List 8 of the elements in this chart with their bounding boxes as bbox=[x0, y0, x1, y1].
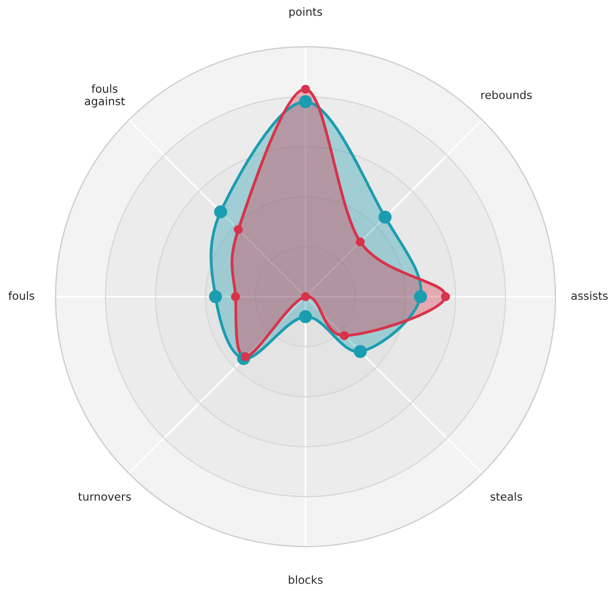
spoke-label: fouls bbox=[8, 291, 34, 300]
spoke-label: steals bbox=[490, 492, 522, 501]
spoke-label: blocks bbox=[288, 575, 323, 584]
spoke-label: assists bbox=[571, 291, 608, 300]
spoke-label: rebounds bbox=[481, 90, 532, 100]
spoke-label: fouls against bbox=[84, 84, 125, 108]
spoke-label: turnovers bbox=[78, 492, 131, 501]
spoke-label: points bbox=[289, 7, 322, 18]
